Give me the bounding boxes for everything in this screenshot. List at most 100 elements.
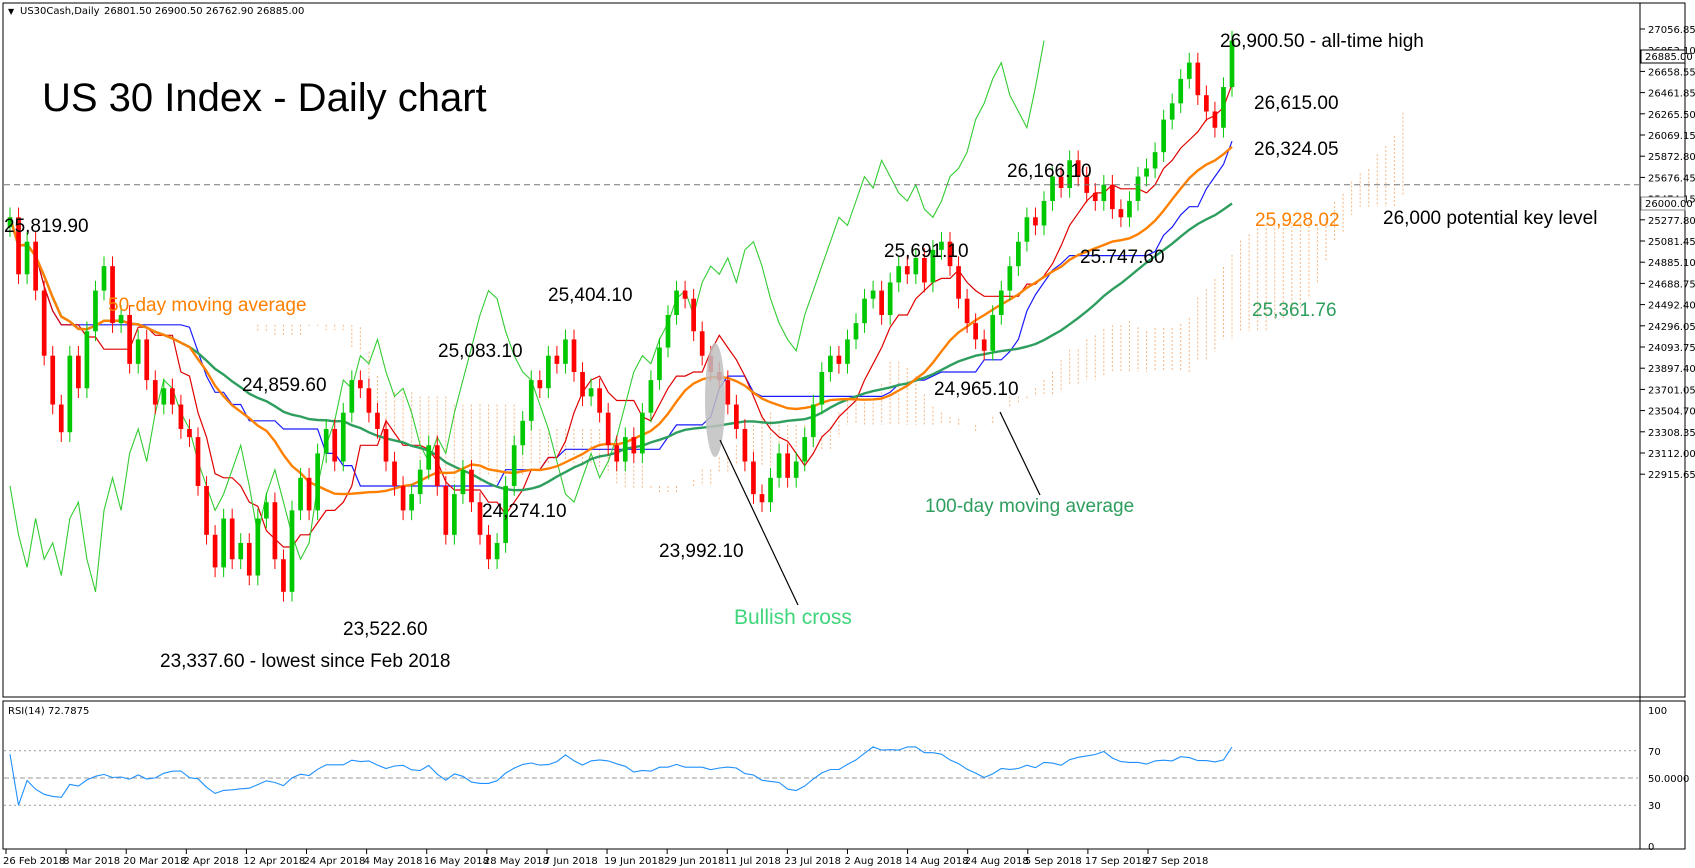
candle-body	[1169, 103, 1175, 120]
candle-body	[204, 485, 209, 535]
candle-body	[170, 388, 175, 405]
candle-body	[947, 241, 953, 267]
candle-body	[332, 428, 338, 462]
candle-body	[289, 510, 295, 592]
time-tick-label: 16 May 2018	[424, 856, 489, 867]
candle-body	[1135, 176, 1141, 202]
candle-body	[1186, 62, 1192, 79]
candle-body	[1212, 111, 1218, 128]
candle-body	[922, 258, 927, 283]
ma50-line	[8, 145, 1233, 496]
candle-body	[904, 266, 910, 275]
candle-body	[144, 339, 150, 381]
time-tick-label: 24 Aug 2018	[965, 856, 1029, 867]
candle-body	[1152, 152, 1158, 169]
candle-body	[1067, 160, 1072, 188]
current-price-tag: 26885.00	[1645, 52, 1693, 63]
level-26166-label: 26,166.10	[1007, 161, 1092, 182]
level-26324-label: 26,324.05	[1254, 139, 1339, 160]
price-tick-label: 23897.40	[1648, 364, 1695, 375]
candle-body	[862, 298, 867, 324]
price-tick-label: 25676.45	[1648, 173, 1695, 184]
time-tick-label: 5 Sep 2018	[1025, 856, 1082, 867]
candle-body	[264, 502, 269, 519]
candle-body	[742, 428, 748, 462]
candle-body	[1024, 217, 1030, 242]
candle-body	[255, 518, 261, 576]
price-tick-label: 24492.40	[1648, 301, 1695, 312]
candle-body	[76, 355, 81, 389]
candle-body	[110, 266, 115, 324]
candle-body	[16, 217, 21, 275]
bullish-cross-pointer	[719, 439, 799, 606]
candle-body	[674, 290, 679, 315]
candle-body	[1075, 160, 1081, 177]
candle-body	[50, 355, 56, 405]
candle-body	[152, 380, 158, 405]
ma50-value-label: 25,928.02	[1255, 210, 1340, 231]
ath-label: 26,900.50 - all-time high	[1220, 31, 1424, 52]
rsi-pane: 100 70 50.0000 30 0	[4, 706, 1689, 853]
candle-body	[503, 485, 508, 543]
candle-body	[785, 453, 790, 478]
candle-body	[33, 241, 38, 291]
candle-body	[135, 339, 141, 364]
price-tick-label: 26461.85	[1648, 89, 1695, 100]
time-tick-label: 20 Mar 2018	[123, 856, 186, 867]
symbol-label: US30Cash,Daily	[20, 6, 100, 17]
candle-body	[1229, 40, 1235, 88]
candle-body	[734, 404, 739, 429]
candle-body	[161, 388, 167, 405]
candle-body	[1041, 201, 1047, 226]
candle-body	[759, 494, 765, 503]
price-tick-label: 24688.75	[1648, 279, 1695, 290]
candle-body	[622, 437, 628, 462]
candle-body	[614, 445, 620, 462]
candle-body	[810, 404, 816, 438]
key-level-label: 26,000 potential key level	[1383, 208, 1597, 229]
price-tick-label: 22915.65	[1648, 470, 1695, 481]
candle-body	[7, 217, 13, 228]
candle-body	[571, 339, 577, 372]
candle-body	[24, 241, 30, 275]
candle-body	[648, 380, 654, 413]
level-25083-label: 25,083.10	[438, 341, 523, 362]
ma100-line	[8, 202, 1233, 492]
symbol-dropdown-icon[interactable]: ▼	[8, 7, 15, 16]
candle-body	[366, 388, 372, 413]
candle-body	[494, 542, 500, 560]
level-24274-label: 24,274.10	[482, 501, 567, 522]
candle-body	[588, 388, 594, 397]
level-25691-label: 25,691.10	[884, 241, 969, 262]
price-tick-label: 24885.10	[1648, 258, 1695, 269]
time-tick-label: 4 May 2018	[364, 856, 423, 867]
candle-body	[699, 331, 705, 356]
candle-body	[828, 355, 833, 372]
candle-body	[400, 485, 406, 511]
candle-body	[358, 380, 363, 389]
price-tick-label: 25872.80	[1648, 152, 1695, 163]
ma100-pointer	[999, 411, 1041, 496]
candle-body	[640, 412, 645, 454]
candle-body	[1110, 184, 1115, 210]
candle-body	[896, 266, 902, 283]
candle-body	[238, 542, 244, 560]
candle-body	[306, 477, 312, 511]
level-25819-label: 25,819.90	[4, 216, 89, 237]
candle-body	[802, 437, 808, 462]
candle-body	[537, 380, 543, 389]
candle-body	[956, 266, 961, 299]
candle-body	[323, 428, 329, 454]
candle-body	[563, 339, 568, 364]
candle-body	[178, 404, 184, 429]
price-tick-label: 25081.45	[1648, 237, 1695, 248]
price-tick-label: 24093.75	[1648, 343, 1695, 354]
ohlc-values: 26801.50 26900.50 26762.90 26885.00	[104, 6, 304, 17]
candle-body	[990, 314, 996, 351]
candle-body	[1007, 266, 1013, 291]
candle-body	[417, 469, 423, 495]
candle-body	[246, 542, 252, 576]
price-tick-label: 25277.80	[1648, 216, 1695, 227]
candle-body	[887, 282, 893, 315]
candle-body	[511, 445, 517, 486]
